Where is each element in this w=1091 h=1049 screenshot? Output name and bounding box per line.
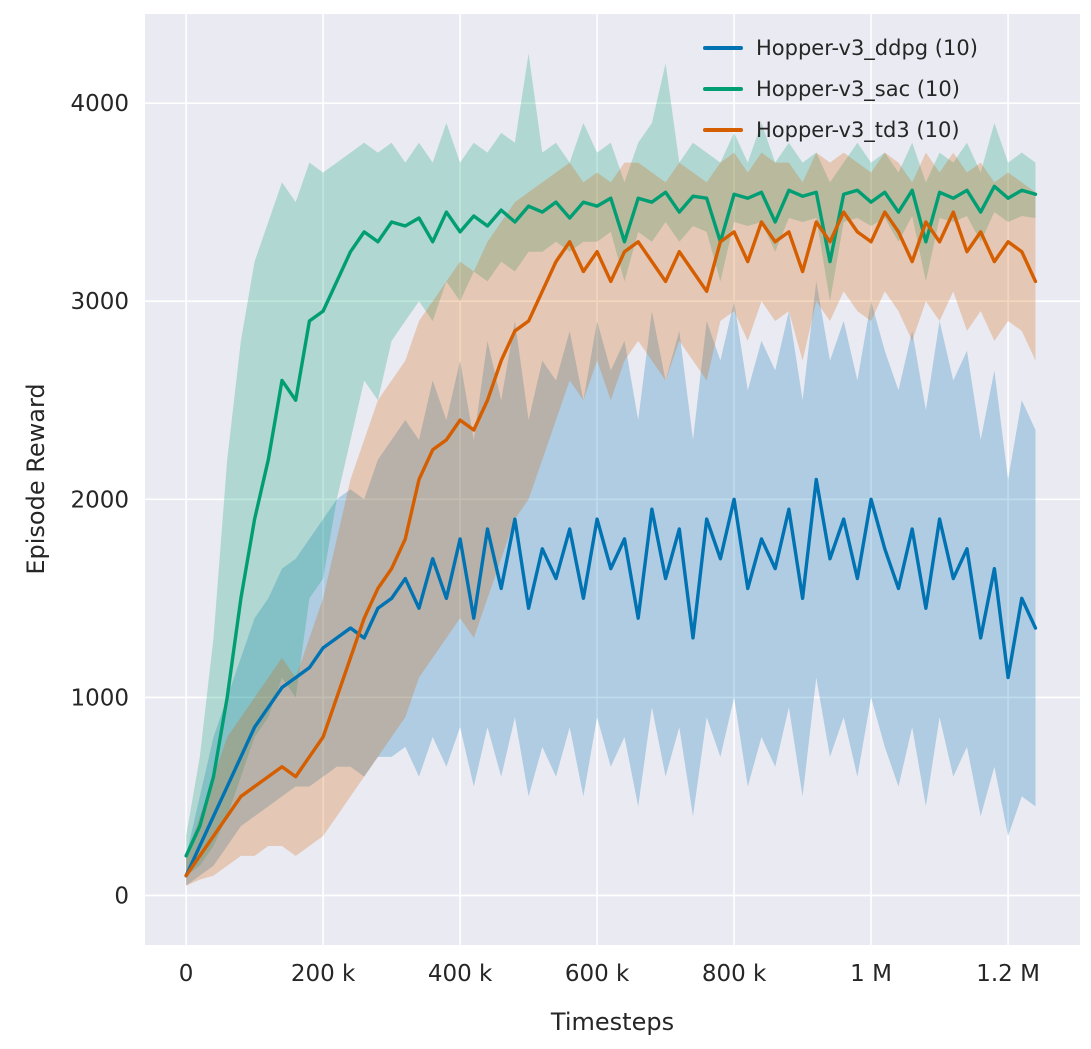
svg-text:0: 0: [179, 961, 194, 987]
svg-text:0: 0: [114, 883, 129, 909]
legend: Hopper-v3_ddpg (10) Hopper-v3_sac (10) H…: [703, 36, 978, 142]
svg-text:800 k: 800 k: [702, 961, 767, 987]
legend-swatch: [703, 128, 743, 132]
legend-swatch: [703, 87, 743, 91]
svg-text:1.2 M: 1.2 M: [976, 961, 1040, 987]
legend-item-ddpg: Hopper-v3_ddpg (10): [703, 36, 978, 60]
svg-text:400 k: 400 k: [428, 961, 493, 987]
svg-text:600 k: 600 k: [565, 961, 630, 987]
x-axis-label: Timesteps: [550, 1008, 675, 1036]
svg-text:1 M: 1 M: [850, 961, 892, 987]
legend-label: Hopper-v3_td3 (10): [756, 118, 960, 142]
svg-text:4000: 4000: [70, 91, 129, 117]
svg-text:1000: 1000: [70, 685, 129, 711]
legend-label: Hopper-v3_sac (10): [756, 77, 960, 101]
svg-text:3000: 3000: [70, 289, 129, 315]
legend-item-sac: Hopper-v3_sac (10): [703, 77, 978, 101]
legend-item-td3: Hopper-v3_td3 (10): [703, 118, 978, 142]
svg-text:2000: 2000: [70, 487, 129, 513]
svg-text:200 k: 200 k: [291, 961, 356, 987]
legend-label: Hopper-v3_ddpg (10): [756, 36, 978, 60]
y-axis-label: Episode Reward: [22, 383, 50, 575]
legend-swatch: [703, 46, 743, 50]
